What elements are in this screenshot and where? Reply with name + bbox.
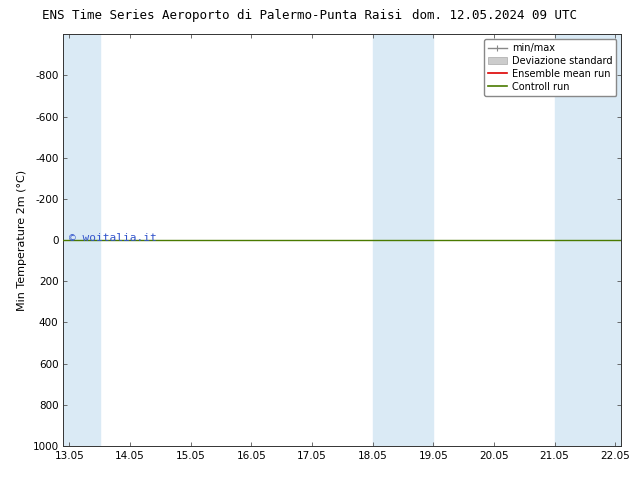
Text: © woitalia.it: © woitalia.it: [69, 233, 157, 243]
Legend: min/max, Deviazione standard, Ensemble mean run, Controll run: min/max, Deviazione standard, Ensemble m…: [484, 39, 616, 96]
Y-axis label: Min Temperature 2m (°C): Min Temperature 2m (°C): [17, 170, 27, 311]
Bar: [373, 34, 433, 446]
Text: dom. 12.05.2024 09 UTC: dom. 12.05.2024 09 UTC: [412, 9, 577, 22]
Bar: [555, 34, 621, 446]
Text: ENS Time Series Aeroporto di Palermo-Punta Raisi: ENS Time Series Aeroporto di Palermo-Pun…: [42, 9, 402, 22]
Bar: [63, 34, 100, 446]
